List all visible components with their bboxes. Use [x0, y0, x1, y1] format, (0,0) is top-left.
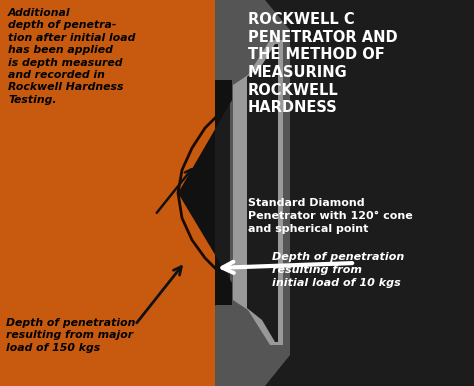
- Bar: [0, 0, 215, 386]
- Polygon shape: [233, 40, 283, 345]
- Text: Additional
depth of penetra-
tion after initial load
has been applied
is depth m: Additional depth of penetra- tion after …: [8, 8, 136, 105]
- Polygon shape: [215, 0, 290, 386]
- Polygon shape: [247, 44, 278, 342]
- Polygon shape: [178, 80, 232, 305]
- Bar: [215, 0, 474, 386]
- Text: Depth of penetration
resulting from
initial load of 10 kgs: Depth of penetration resulting from init…: [272, 252, 404, 288]
- Polygon shape: [0, 0, 215, 386]
- Text: Standard Diamond
Penetrator with 120° cone
and spherical point: Standard Diamond Penetrator with 120° co…: [248, 198, 413, 234]
- Text: Depth of penetration
resulting from major
load of 150 kgs: Depth of penetration resulting from majo…: [6, 318, 136, 353]
- Text: ROCKWELL C
PENETRATOR AND
THE METHOD OF
MEASURING
ROCKWELL
HARDNESS: ROCKWELL C PENETRATOR AND THE METHOD OF …: [248, 12, 398, 115]
